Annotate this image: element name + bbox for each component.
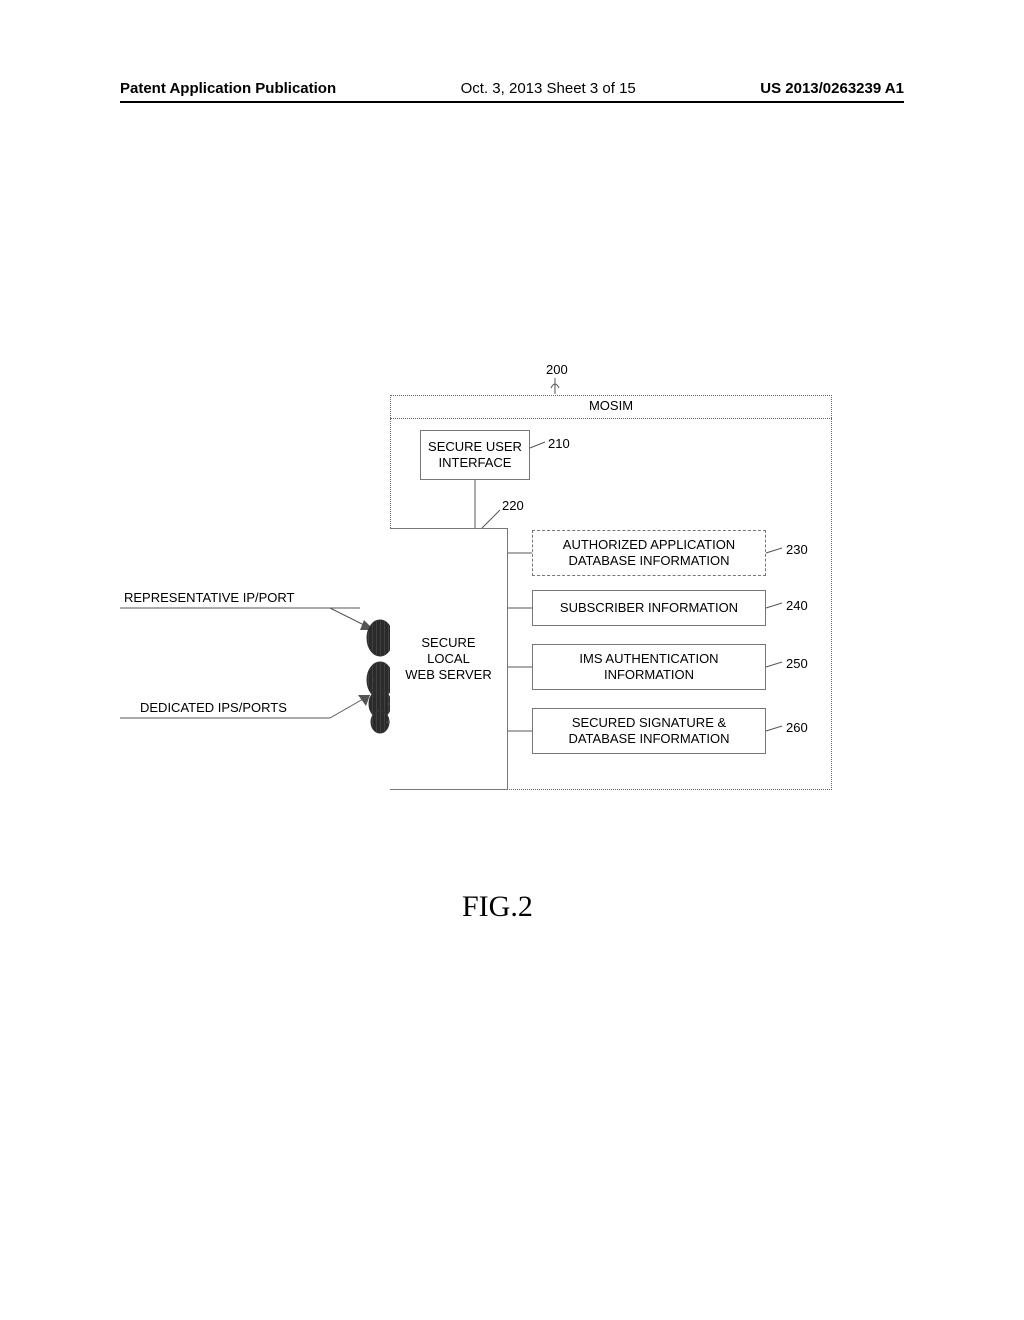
figure-caption: FIG.2 xyxy=(462,890,533,924)
ims-auth-label: IMS AUTHENTICATION INFORMATION xyxy=(579,651,718,684)
dedicated-ips-ports-label: DEDICATED IPS/PORTS xyxy=(140,700,287,715)
ref-230: 230 xyxy=(786,542,808,557)
ref-200: 200 xyxy=(546,362,568,377)
page: Patent Application Publication Oct. 3, 2… xyxy=(0,0,1024,1320)
ref-210: 210 xyxy=(548,436,570,451)
ref-250: 250 xyxy=(786,656,808,671)
subscriber-info: SUBSCRIBER INFORMATION xyxy=(532,590,766,626)
sig-db-label: SECURED SIGNATURE & DATABASE INFORMATION xyxy=(568,715,729,748)
ref-220: 220 xyxy=(502,498,524,513)
secure-user-interface: SECURE USER INTERFACE xyxy=(420,430,530,480)
ref-240: 240 xyxy=(786,598,808,613)
auth-app-db-label: AUTHORIZED APPLICATION DATABASE INFORMAT… xyxy=(563,537,735,570)
ref-260: 260 xyxy=(786,720,808,735)
webserver-label: SECURE LOCAL WEB SERVER xyxy=(405,635,491,684)
secured-signature-db-info: SECURED SIGNATURE & DATABASE INFORMATION xyxy=(532,708,766,754)
authorized-app-db-info: AUTHORIZED APPLICATION DATABASE INFORMAT… xyxy=(532,530,766,576)
mosim-title-bar: MOSIM xyxy=(390,395,832,419)
secure-local-web-server: SECURE LOCAL WEB SERVER xyxy=(390,528,508,790)
mosim-title: MOSIM xyxy=(589,398,633,414)
representative-ip-port-label: REPRESENTATIVE IP/PORT xyxy=(124,590,294,605)
ims-auth-info: IMS AUTHENTICATION INFORMATION xyxy=(532,644,766,690)
subscriber-label: SUBSCRIBER INFORMATION xyxy=(560,600,738,616)
secure-ui-label: SECURE USER INTERFACE xyxy=(428,439,522,472)
